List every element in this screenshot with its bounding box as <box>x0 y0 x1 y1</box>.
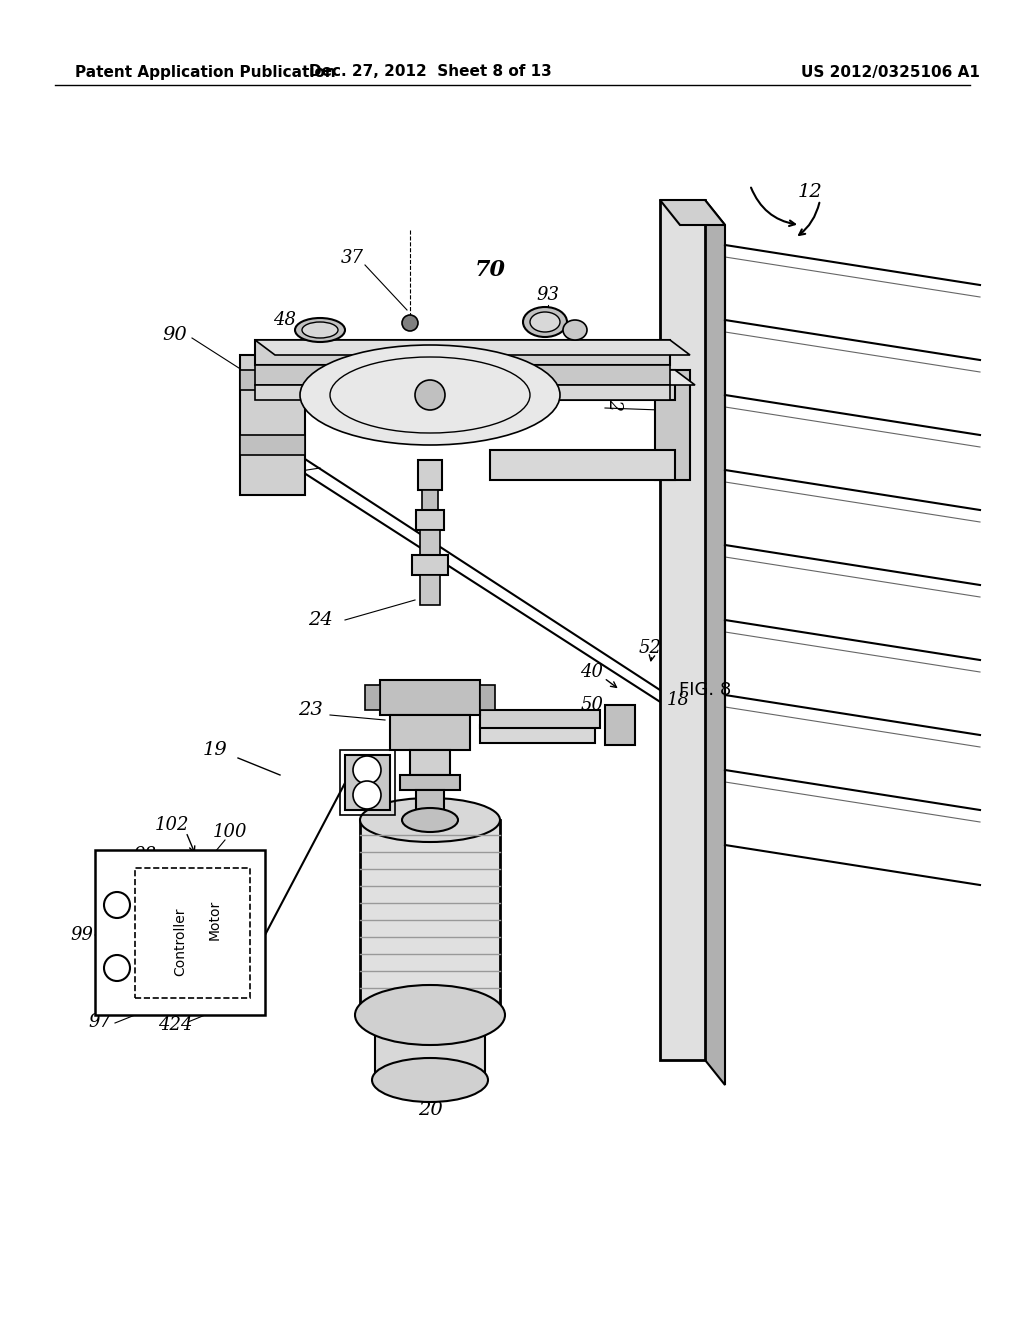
Text: 23: 23 <box>298 701 323 719</box>
Text: 22: 22 <box>266 351 290 370</box>
Text: Controller: Controller <box>173 908 187 977</box>
Text: 102: 102 <box>155 816 189 834</box>
Bar <box>480 725 595 743</box>
Ellipse shape <box>353 781 381 809</box>
Ellipse shape <box>402 808 458 832</box>
Bar <box>416 510 444 531</box>
Bar <box>255 366 670 385</box>
Ellipse shape <box>563 319 587 341</box>
Ellipse shape <box>523 308 567 337</box>
Bar <box>240 370 305 389</box>
Ellipse shape <box>295 318 345 342</box>
Polygon shape <box>255 341 690 355</box>
Bar <box>255 385 670 400</box>
Text: 97: 97 <box>88 1012 112 1031</box>
Bar <box>422 490 438 510</box>
Bar <box>420 576 440 605</box>
Text: US 2012/0325106 A1: US 2012/0325106 A1 <box>801 65 979 79</box>
Polygon shape <box>660 201 725 224</box>
Bar <box>490 450 675 480</box>
Text: 99: 99 <box>71 927 93 944</box>
Bar <box>380 680 480 715</box>
Text: 48: 48 <box>268 459 292 477</box>
Text: 52: 52 <box>639 639 662 657</box>
Bar <box>375 1026 485 1080</box>
Text: 12: 12 <box>798 183 822 201</box>
Polygon shape <box>705 201 725 1085</box>
Bar <box>345 755 390 810</box>
Text: FIG. 8: FIG. 8 <box>679 681 731 700</box>
Text: 98: 98 <box>133 846 157 865</box>
Text: 424: 424 <box>158 1016 193 1034</box>
Text: 70: 70 <box>474 259 506 281</box>
Bar <box>420 531 440 554</box>
Ellipse shape <box>360 799 500 842</box>
Polygon shape <box>490 370 695 385</box>
Bar <box>340 750 395 814</box>
Bar <box>660 201 705 1060</box>
Text: Patent Application Publication: Patent Application Publication <box>75 65 336 79</box>
Bar <box>360 820 500 1015</box>
Bar <box>135 869 250 998</box>
Bar <box>240 436 305 455</box>
Bar <box>95 850 265 1015</box>
Ellipse shape <box>355 985 505 1045</box>
Text: 24: 24 <box>307 611 333 630</box>
Ellipse shape <box>300 345 560 445</box>
Text: 20: 20 <box>418 1101 442 1119</box>
Ellipse shape <box>104 892 130 917</box>
Ellipse shape <box>402 315 418 331</box>
Text: 48: 48 <box>273 312 297 329</box>
Bar <box>480 710 600 729</box>
Ellipse shape <box>530 312 560 333</box>
Ellipse shape <box>302 322 338 338</box>
Text: 50: 50 <box>581 696 603 714</box>
Bar <box>255 341 670 366</box>
Bar <box>605 705 635 744</box>
Text: 37: 37 <box>341 249 364 267</box>
Bar <box>400 775 460 789</box>
Text: 40: 40 <box>581 663 603 681</box>
Bar <box>418 459 442 490</box>
Text: 90: 90 <box>163 326 187 345</box>
Ellipse shape <box>104 954 130 981</box>
Text: 19: 19 <box>203 741 227 759</box>
Text: 93: 93 <box>537 286 559 304</box>
Bar <box>480 685 495 710</box>
Bar <box>490 370 675 400</box>
Bar <box>416 789 444 820</box>
Bar <box>655 370 690 480</box>
Text: 42: 42 <box>605 388 623 412</box>
Text: 100: 100 <box>213 822 247 841</box>
Ellipse shape <box>353 756 381 784</box>
Text: Motor: Motor <box>208 900 222 940</box>
Text: 18: 18 <box>667 690 689 709</box>
Text: 42: 42 <box>605 457 623 479</box>
Bar <box>390 715 470 750</box>
Ellipse shape <box>415 380 445 411</box>
Bar <box>412 554 449 576</box>
Ellipse shape <box>372 1059 488 1102</box>
Bar <box>240 355 305 495</box>
Bar <box>410 750 450 775</box>
Bar <box>365 685 380 710</box>
Text: Dec. 27, 2012  Sheet 8 of 13: Dec. 27, 2012 Sheet 8 of 13 <box>308 65 551 79</box>
